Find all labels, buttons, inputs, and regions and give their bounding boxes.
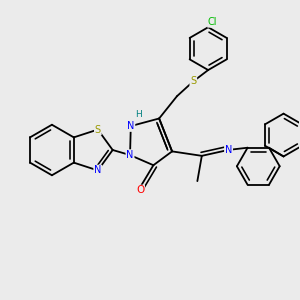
- Text: O: O: [136, 185, 144, 196]
- Text: S: S: [95, 124, 101, 135]
- Text: H: H: [135, 110, 142, 119]
- Text: N: N: [94, 165, 101, 176]
- Text: Cl: Cl: [208, 17, 218, 27]
- Text: N: N: [225, 145, 232, 155]
- Text: N: N: [126, 150, 134, 160]
- Text: N: N: [127, 121, 134, 131]
- Text: S: S: [190, 76, 196, 86]
